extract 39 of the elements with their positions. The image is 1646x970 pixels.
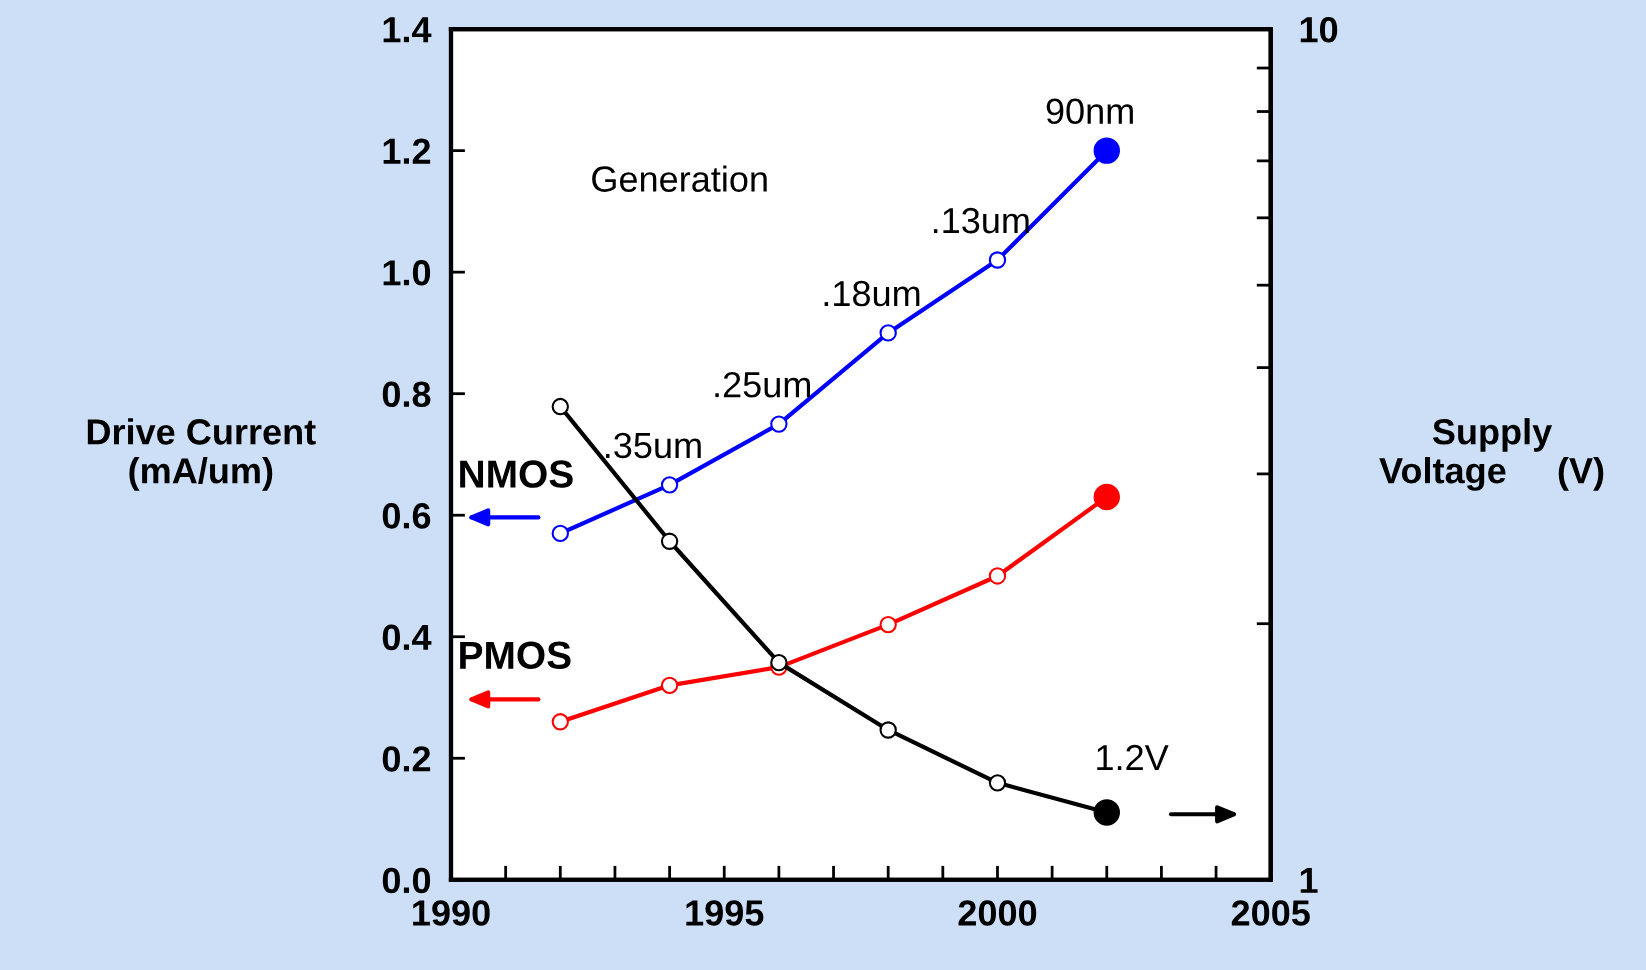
point [551,713,569,731]
y-tick-label: 0.0 [382,867,431,894]
point [988,567,1007,585]
x-tick-label: 1990 [413,900,490,926]
annotation: 1.2V [1097,744,1169,771]
point [660,476,679,494]
y-tick-label: 1.0 [383,260,431,286]
point [770,653,788,672]
point [988,251,1007,269]
y2-tick-label: 1 [1300,868,1318,893]
point [551,397,569,416]
y-tick-label: 0.6 [382,503,431,529]
y-axis-title: Drive Current (mA/um) [87,418,316,491]
y2-axis-title: Supply Voltage (V) [1379,418,1604,491]
x-tick-label: 1995 [686,900,764,926]
point [660,532,679,550]
annotation: 90nm [1046,98,1133,125]
y2-tick-label: 10 [1300,16,1338,43]
series-label: NMOS [460,460,573,488]
annotation: .13um [933,207,1029,234]
point [988,774,1007,792]
point [879,324,897,342]
y-tick-label: 0.8 [382,381,431,408]
x-tick-label: 2000 [958,900,1037,926]
x-tick-label: 2005 [1231,900,1310,926]
point [879,721,897,739]
y-tick-label: 1.4 [383,17,432,43]
y-tick-label: 1.2 [383,138,431,164]
y-tick-label: 0.2 [382,746,431,772]
point [551,524,569,543]
annotation: .18um [824,280,920,307]
point [770,415,788,433]
series-label: PMOS [460,641,571,670]
annotation: Generation [592,165,767,192]
annotation: .25um [715,371,811,398]
point [660,676,679,695]
point [879,615,897,634]
annotation: .35um [606,432,701,459]
y-tick-label: 0.4 [382,624,432,651]
